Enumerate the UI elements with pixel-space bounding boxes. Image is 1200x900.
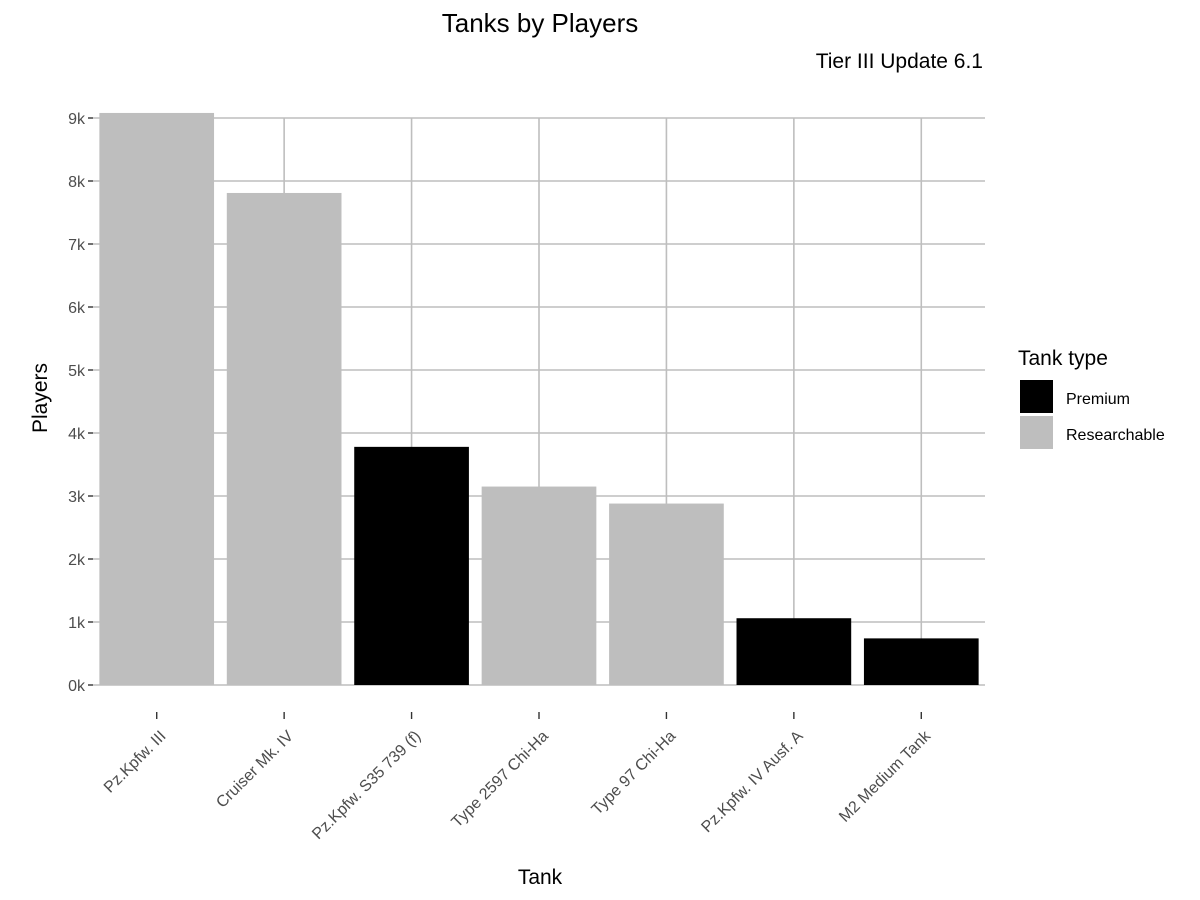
- chart-subtitle: Tier III Update 6.1: [816, 50, 983, 73]
- legend-label-premium: Premium: [1066, 391, 1130, 408]
- legend-title: Tank type: [1018, 347, 1108, 370]
- y-tick-label: 5k: [68, 363, 86, 380]
- bar: [481, 486, 597, 685]
- bar: [736, 618, 852, 685]
- y-tick-label: 4k: [68, 426, 86, 443]
- y-axis: 0k 1k 2k 3k 4k 5k 6k 7k 8k 9k: [68, 111, 93, 695]
- y-tick-label: 6k: [68, 300, 86, 317]
- bar: [226, 192, 342, 685]
- y-tick-label: 0k: [68, 678, 86, 695]
- y-tick-label: 1k: [68, 615, 86, 632]
- legend-label-researchable: Researchable: [1066, 427, 1165, 444]
- y-axis-title: Players: [29, 363, 52, 433]
- bar: [99, 112, 215, 685]
- y-tick-label: 9k: [68, 111, 86, 128]
- bar: [609, 503, 724, 685]
- chart-title: Tanks by Players: [442, 8, 639, 38]
- legend-swatch-premium: [1020, 380, 1053, 413]
- y-tick-label: 7k: [68, 237, 86, 254]
- y-tick-label: 3k: [68, 489, 86, 506]
- x-tick-label: Type 97 Chi-Ha: [589, 728, 680, 819]
- x-tick-label: M2 Medium Tank: [836, 727, 935, 826]
- bars: [99, 112, 979, 685]
- bar: [863, 638, 979, 685]
- y-tick-label: 2k: [68, 552, 86, 569]
- x-tick-label: Pz.Kpfw. S35 739 (f): [309, 728, 424, 843]
- y-tick-label: 8k: [68, 174, 86, 191]
- legend-swatch-researchable: [1020, 416, 1053, 449]
- legend: Tank type Premium Researchable: [1018, 347, 1165, 449]
- bar: [354, 446, 469, 685]
- x-tick-label: Type 2597 Chi-Ha: [449, 728, 552, 831]
- x-tick-label: Cruiser Mk. IV: [213, 728, 297, 812]
- x-axis: Pz.Kpfw. III Cruiser Mk. IV Pz.Kpfw. S35 7…: [101, 712, 935, 843]
- x-tick-label: Pz.Kpfw. III: [101, 728, 170, 797]
- x-axis-title: Tank: [518, 866, 563, 889]
- x-tick-label: Pz.Kpfw. IV Ausf. A: [698, 728, 806, 836]
